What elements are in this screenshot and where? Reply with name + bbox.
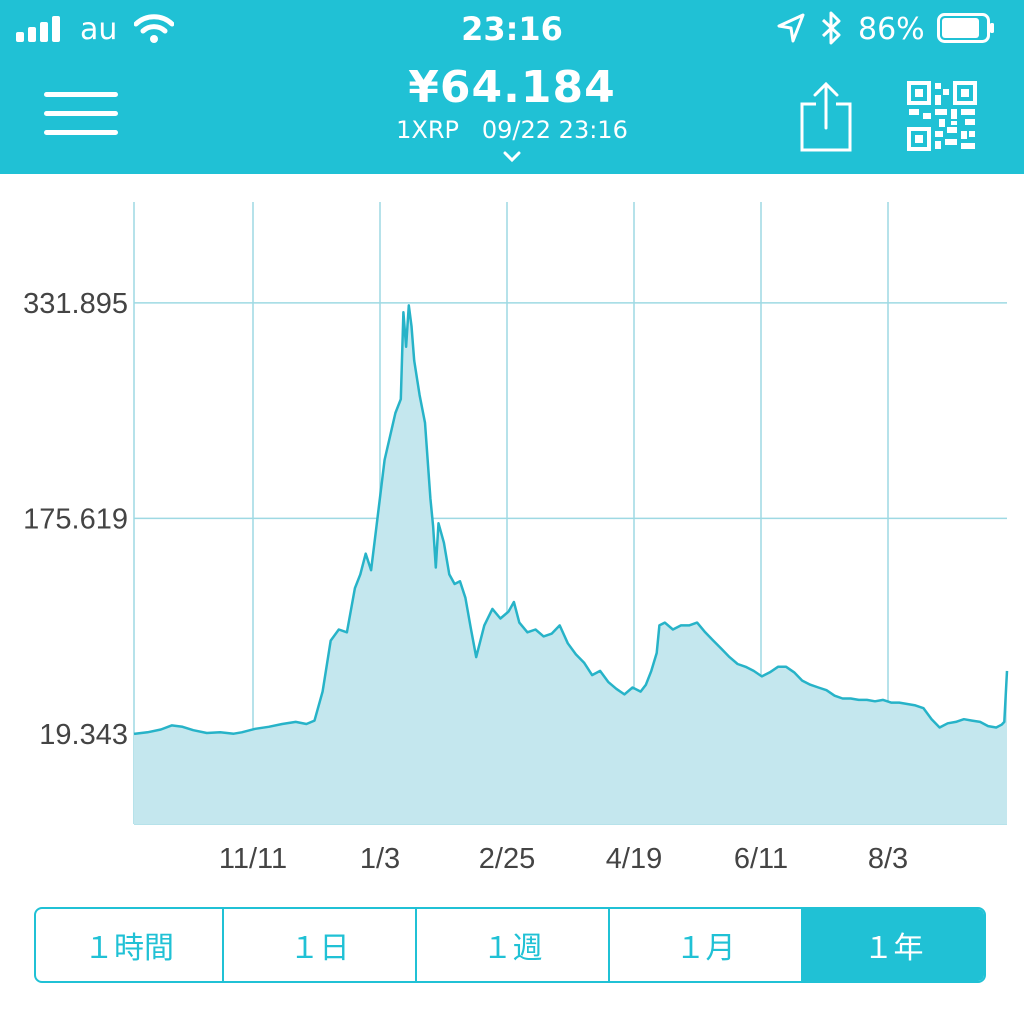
x-tick-label: 2/25	[479, 843, 535, 875]
status-time: 23:16	[461, 10, 563, 48]
location-arrow-icon	[777, 13, 805, 43]
battery-icon	[937, 13, 994, 43]
wifi-icon	[134, 14, 174, 43]
x-tick-label: 4/19	[606, 843, 662, 875]
signal-strength-icon	[16, 16, 64, 42]
y-tick-label: 175.619	[23, 503, 128, 535]
price-area	[134, 305, 1007, 824]
pair-and-timestamp[interactable]: 1XRP 09/22 23:16	[396, 116, 628, 144]
tab-1-year[interactable]: １年	[803, 909, 984, 981]
x-tick-label: 6/11	[734, 843, 788, 875]
qr-code-icon[interactable]	[906, 80, 978, 152]
price-chart[interactable]: 331.895 175.619 19.343 11/11 1/3 2/25 4/19 6/1…	[0, 174, 1024, 894]
price-line	[133, 304, 1009, 736]
status-bar: au 23:16 86%	[0, 0, 1024, 58]
menu-icon	[44, 92, 118, 97]
y-tick-label: 19.343	[39, 719, 128, 751]
time-range-selector: １時間 １日 １週 １月 １年	[34, 907, 986, 983]
bluetooth-icon	[821, 11, 841, 45]
carrier-name: au	[80, 12, 118, 47]
share-icon[interactable]	[798, 80, 854, 152]
x-tick-label: 8/3	[868, 843, 908, 875]
y-tick-label: 331.895	[23, 288, 128, 320]
battery-percentage: 86%	[858, 12, 925, 47]
y-axis-labels: 331.895 175.619 19.343	[23, 288, 128, 751]
current-price[interactable]: ¥64.184	[408, 62, 616, 113]
app-header: au 23:16 86% ¥64.184 1XRP 09/22 23:16	[0, 0, 1024, 174]
tab-1-month[interactable]: １月	[610, 909, 803, 981]
tab-1-day[interactable]: １日	[224, 909, 417, 981]
x-tick-label: 11/11	[219, 843, 287, 875]
chevron-down-icon[interactable]	[502, 150, 522, 164]
menu-button[interactable]	[44, 92, 118, 136]
x-tick-label: 1/3	[360, 843, 400, 875]
x-axis-labels: 11/11 1/3 2/25 4/19 6/11 8/3	[219, 843, 908, 875]
tab-1-hour[interactable]: １時間	[36, 909, 224, 981]
tab-1-week[interactable]: １週	[417, 909, 610, 981]
